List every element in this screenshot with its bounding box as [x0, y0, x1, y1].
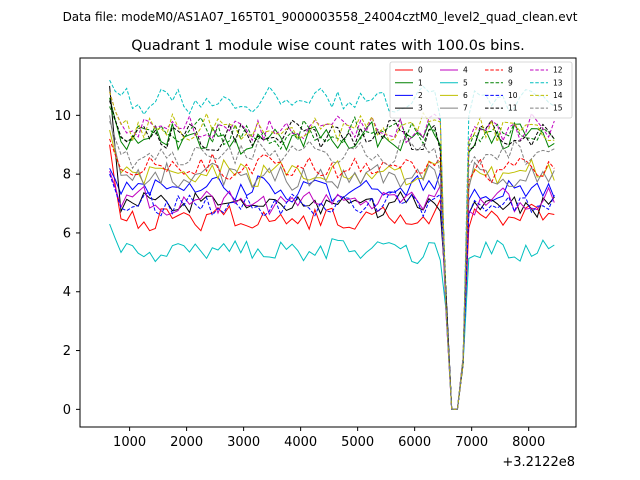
series-line-10 — [109, 173, 555, 410]
series-line-4 — [109, 171, 555, 410]
x-tick-label: 4000 — [284, 435, 317, 450]
legend-label-11: 11 — [508, 104, 518, 113]
figure-suptitle: Data file: modeM0/AS1A07_165T01_90000035… — [63, 10, 578, 24]
legend-label-7: 7 — [463, 104, 468, 113]
plot-area: 1000 2000 3000 4000 5000 6000 7000 8000 0 2 4 6 8 10 0… — [54, 57, 577, 450]
y-tick-label: 6 — [63, 226, 71, 241]
legend-box — [389, 61, 573, 119]
series-line-11 — [109, 100, 555, 410]
legend-label-10: 10 — [508, 91, 518, 100]
series-line-9 — [109, 106, 555, 410]
x-tick-label: 1000 — [113, 435, 146, 450]
legend-label-4: 4 — [463, 66, 468, 75]
y-tick-label: 10 — [54, 109, 71, 124]
series-line-15 — [109, 121, 555, 410]
legend-label-5: 5 — [463, 78, 468, 87]
x-axis-offset-label: +3.2122e8 — [502, 455, 575, 470]
legend-label-13: 13 — [553, 78, 563, 87]
chart-title: Quadrant 1 module wise count rates with … — [131, 38, 525, 54]
series-line-6 — [109, 129, 555, 410]
legend-label-14: 14 — [553, 91, 563, 100]
legend-label-3: 3 — [418, 104, 423, 113]
x-tick-label: 8000 — [512, 435, 545, 450]
axes-frame — [79, 57, 577, 428]
legend-label-12: 12 — [553, 66, 563, 75]
series-line-0 — [109, 144, 555, 410]
x-tick-label: 6000 — [398, 435, 431, 450]
series-lines — [109, 79, 555, 410]
series-line-13 — [109, 79, 555, 410]
y-tick-label: 8 — [63, 168, 71, 183]
legend-label-0: 0 — [418, 66, 423, 75]
x-tick-label: 3000 — [227, 435, 260, 450]
series-line-8 — [109, 138, 555, 410]
series-line-5 — [109, 223, 555, 410]
x-tick-label: 7000 — [455, 435, 488, 450]
y-tick-label: 2 — [63, 344, 71, 359]
legend-label-6: 6 — [463, 91, 468, 100]
series-line-12 — [109, 91, 555, 410]
y-tick-label: 0 — [63, 403, 71, 418]
legend-label-9: 9 — [508, 78, 513, 87]
series-line-7 — [109, 115, 555, 410]
x-tick-label: 2000 — [170, 435, 203, 450]
x-tick-label: 5000 — [341, 435, 374, 450]
legend-label-15: 15 — [553, 104, 563, 113]
legend-label-2: 2 — [418, 91, 423, 100]
legend-label-8: 8 — [508, 66, 513, 75]
y-tick-label: 4 — [63, 285, 71, 300]
series-line-3 — [109, 85, 555, 410]
legend-label-1: 1 — [418, 78, 423, 87]
